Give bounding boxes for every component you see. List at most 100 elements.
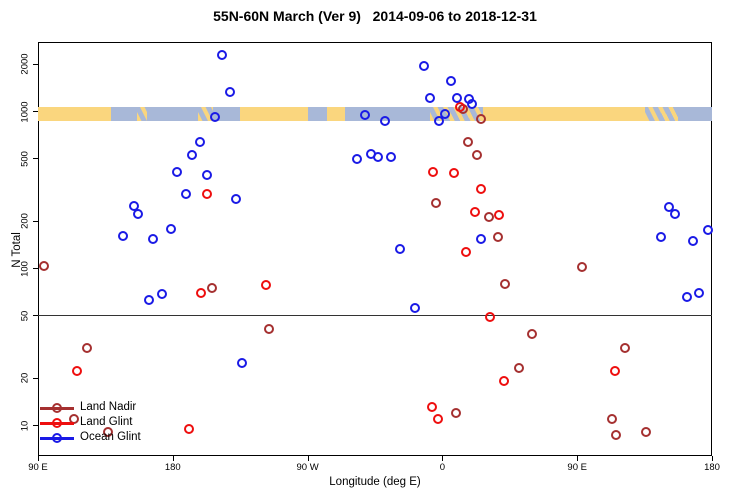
x-tick-label: 0: [439, 462, 446, 473]
data-point-ocean-glint: [434, 115, 445, 126]
legend-item-land-glint: Land Glint: [40, 415, 141, 430]
data-point-ocean-glint: [440, 109, 451, 120]
x-tick-label: 90 E: [28, 462, 48, 473]
data-point-ocean-glint: [693, 288, 704, 299]
data-point-land-glint: [461, 247, 472, 258]
x-tick: [307, 456, 309, 461]
y-tick-label: 1000: [19, 100, 31, 123]
data-point-land-glint: [426, 402, 437, 413]
band-segment-ocean: [677, 107, 712, 121]
data-point-ocean-glint: [187, 149, 198, 160]
data-point-ocean-glint: [452, 93, 463, 103]
data-point-land-nadir: [500, 279, 511, 290]
y-tick: [33, 63, 38, 65]
band-segment-mixed: [644, 107, 678, 121]
data-point-land-glint: [494, 209, 505, 220]
data-point-land-glint: [432, 413, 443, 424]
data-point-land-nadir: [492, 232, 503, 243]
ocean-glint-marker-icon: [40, 430, 74, 445]
reference-line-50: [38, 315, 712, 316]
data-point-land-nadir: [483, 212, 494, 223]
data-point-ocean-glint: [425, 93, 436, 103]
data-point-land-glint: [184, 424, 195, 435]
band-segment-land: [240, 107, 308, 121]
data-point-ocean-glint: [202, 170, 213, 181]
data-point-land-nadir: [82, 342, 93, 353]
data-point-ocean-glint: [702, 224, 713, 235]
x-tick: [442, 456, 444, 461]
data-point-land-nadir: [611, 430, 622, 441]
data-point-land-nadir: [620, 342, 631, 353]
data-point-ocean-glint: [118, 230, 129, 241]
data-point-ocean-glint: [656, 232, 667, 243]
x-tick-label: 180: [704, 462, 720, 473]
x-tick: [712, 456, 713, 461]
data-point-ocean-glint: [133, 209, 144, 220]
chart-title: 55N-60N March (Ver 9) 2014-09-06 to 2018…: [213, 8, 537, 24]
legend-item-land-nadir: Land Nadir: [40, 400, 141, 415]
data-point-ocean-glint: [194, 136, 205, 147]
band-segment-ocean: [213, 107, 241, 121]
data-point-ocean-glint: [476, 234, 487, 244]
data-point-land-nadir: [462, 136, 473, 147]
data-point-land-nadir: [450, 407, 461, 418]
data-point-ocean-glint: [446, 76, 457, 87]
band-segment-land: [327, 107, 346, 121]
data-point-land-glint: [455, 102, 466, 113]
data-point-land-glint: [498, 376, 509, 387]
data-point-land-nadir: [606, 413, 617, 424]
data-point-ocean-glint: [166, 224, 177, 235]
x-tick: [172, 456, 174, 461]
data-point-land-glint: [470, 207, 481, 218]
data-point-land-glint: [476, 184, 487, 195]
data-point-ocean-glint: [209, 112, 220, 123]
y-tick: [33, 158, 38, 160]
data-point-land-nadir: [476, 113, 487, 124]
data-point-ocean-glint: [467, 98, 478, 109]
data-point-ocean-glint: [681, 292, 692, 303]
legend: Land Nadir Land Glint Ocean Glint: [40, 400, 141, 445]
data-point-land-nadir: [38, 260, 49, 271]
data-point-land-nadir: [641, 427, 652, 438]
data-point-land-glint: [485, 311, 496, 322]
y-tick: [33, 377, 38, 379]
data-point-ocean-glint: [663, 201, 674, 212]
x-tick-label: 90 E: [567, 462, 587, 473]
data-point-land-nadir: [471, 149, 482, 160]
y-tick-label: 50: [19, 310, 31, 322]
x-tick-label: 180: [164, 462, 181, 473]
data-point-land-nadir: [103, 427, 114, 438]
data-point-ocean-glint: [359, 110, 370, 121]
data-point-ocean-glint: [372, 151, 383, 162]
data-point-ocean-glint: [386, 151, 397, 162]
data-point-ocean-glint: [419, 61, 430, 72]
legend-label: Land Nadir: [80, 401, 137, 413]
data-point-ocean-glint: [236, 357, 247, 368]
data-point-ocean-glint: [380, 115, 391, 126]
y-tick-label: 200: [19, 213, 31, 230]
data-point-land-nadir: [527, 328, 538, 339]
y-tick-label: 20: [19, 372, 31, 384]
x-tick: [38, 456, 39, 461]
band-segment-ocean: [111, 107, 137, 121]
x-tick: [577, 456, 579, 461]
y-tick-label: 500: [19, 150, 31, 167]
band-segment-ocean: [307, 107, 328, 121]
y-tick-label: 10: [19, 420, 31, 431]
land-glint-marker-icon: [40, 415, 74, 430]
data-point-ocean-glint: [143, 294, 154, 305]
y-tick-label: 2000: [19, 53, 31, 75]
data-point-land-glint: [196, 288, 207, 299]
data-point-ocean-glint: [128, 200, 139, 211]
data-point-ocean-glint: [157, 289, 168, 300]
x-tick-label: 90 W: [296, 462, 319, 473]
data-point-ocean-glint: [181, 189, 192, 200]
data-point-ocean-glint: [172, 166, 183, 177]
data-point-ocean-glint: [217, 50, 228, 61]
y-tick: [33, 315, 38, 317]
data-point-land-nadir: [206, 282, 217, 293]
land-nadir-marker-icon: [40, 400, 74, 415]
band-segment-ocean: [147, 107, 199, 121]
data-point-land-glint: [428, 166, 439, 177]
data-point-ocean-glint: [352, 153, 363, 164]
